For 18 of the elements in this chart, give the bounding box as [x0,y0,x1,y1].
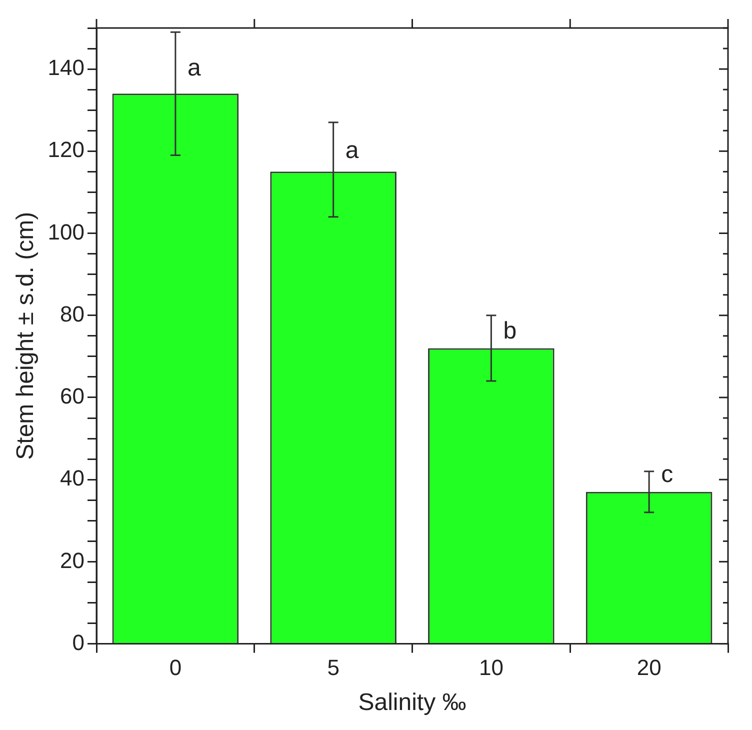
x-tick-label: 20 [636,655,662,680]
y-tick-label: 100 [48,219,85,244]
annotation: a [187,54,202,82]
y-tick-label: 120 [48,137,85,162]
x-axis-title: Salinity ‰ [358,689,466,716]
y-axis-title: Stem height ± s.d. (cm) [12,212,40,460]
y-tick-label: 140 [48,55,85,80]
x-tick-label: 10 [478,655,504,680]
y-tick-label: 20 [60,548,85,573]
annotation: a [345,136,360,164]
y-tick-label: 60 [60,384,85,409]
y-tick-label: 40 [60,466,85,491]
x-tick-label: 5 [327,655,340,680]
y-tick-label: 0 [72,630,85,655]
y-tick-label: 80 [60,301,85,326]
x-tick-label: 0 [169,655,182,680]
annotation: b [503,317,517,344]
annotation: c [661,461,674,488]
